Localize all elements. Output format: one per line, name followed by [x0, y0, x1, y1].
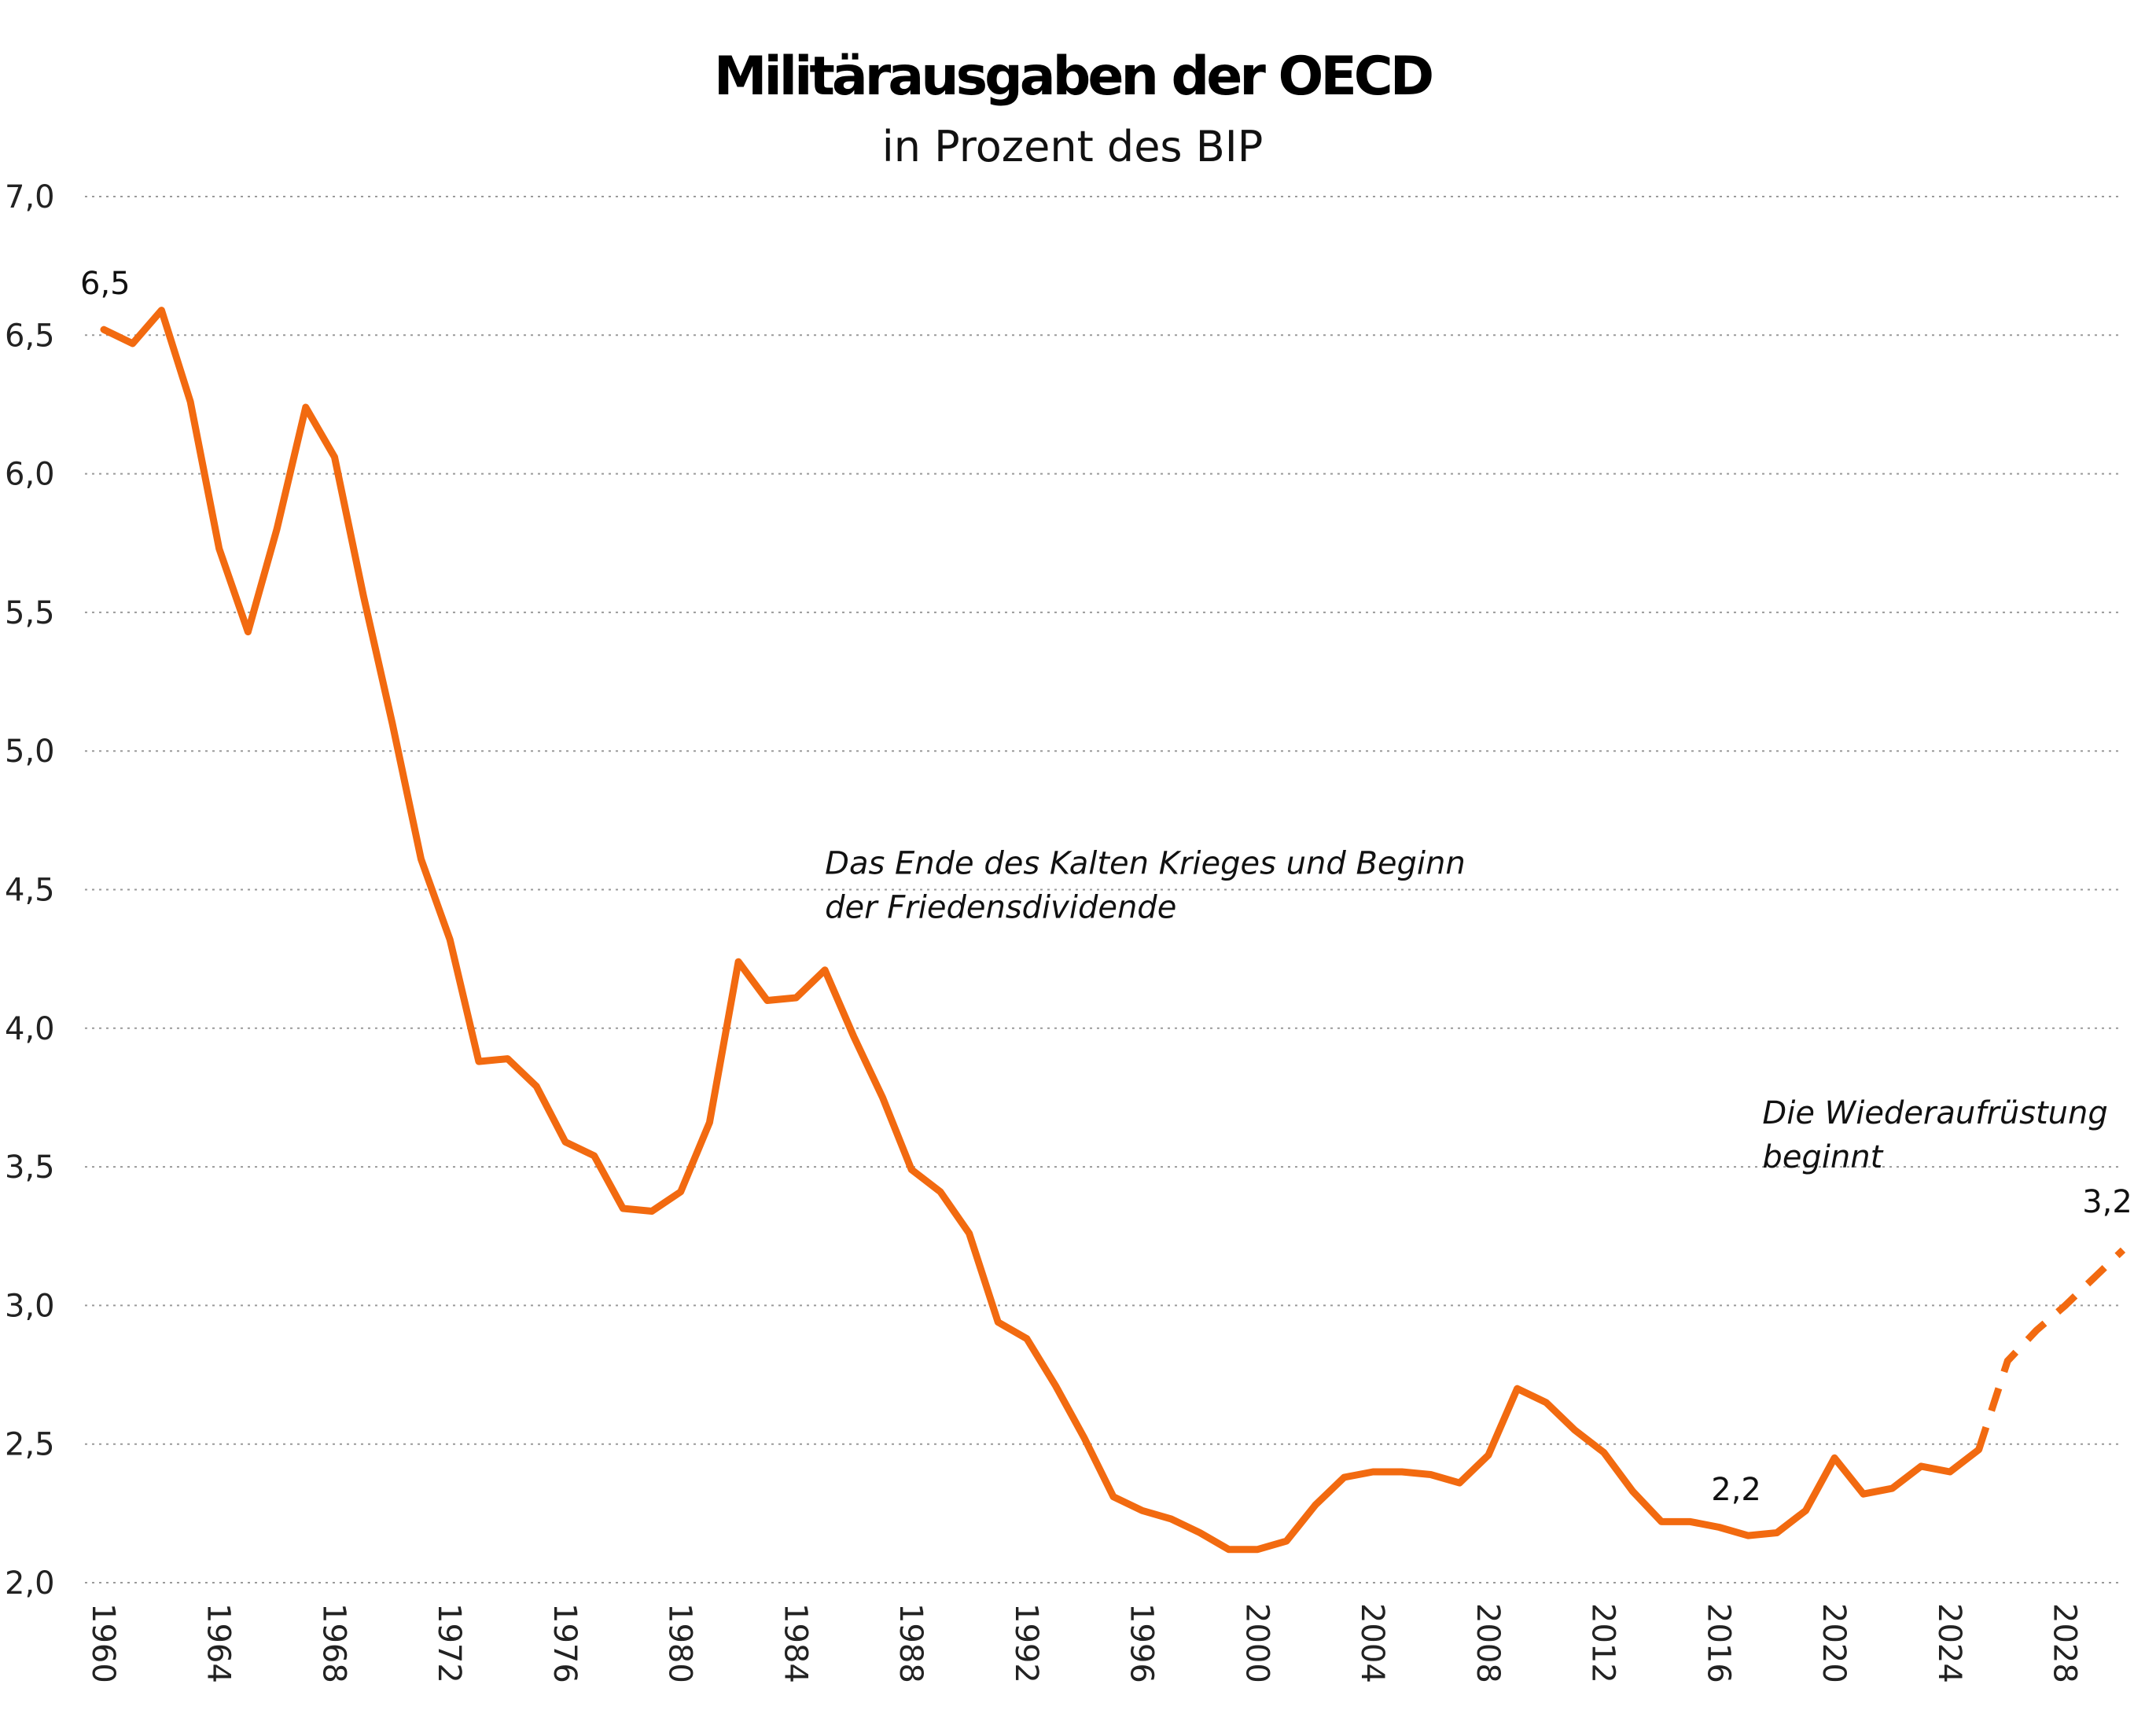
- x-tick-label: 2004: [1354, 1603, 1390, 1683]
- x-tick-label: 1988: [892, 1603, 929, 1683]
- annotation-line: beginnt: [1762, 1139, 1883, 1175]
- chart-subtitle: in Prozent des BIP: [882, 122, 1264, 171]
- y-tick-label: 3,5: [5, 1149, 55, 1186]
- data-label: 6,5: [80, 266, 131, 302]
- y-tick-label: 4,0: [5, 1011, 55, 1047]
- y-tick-label: 2,0: [5, 1565, 55, 1602]
- annotations: Das Ende des Kalten Krieges und Beginn de…: [825, 846, 2108, 1175]
- y-tick-label: 5,5: [5, 595, 55, 631]
- data-label: 3,2: [2082, 1184, 2132, 1220]
- x-axis-ticks: 1960 1964 1968 1972 1976 1980 1984 1988 1992 1996…: [85, 1603, 2083, 1683]
- x-tick-label: 1968: [315, 1603, 351, 1683]
- y-axis-ticks: 2,0 2,5 3,0 3,5 4,0 4,5 5,0 5,5 6,0 6,5 7,0: [5, 179, 55, 1602]
- x-tick-label: 2024: [1931, 1603, 1967, 1683]
- annotation-line: Das Ende des Kalten Krieges und Beginn: [825, 846, 1466, 882]
- data-label: 2,2: [1711, 1472, 1761, 1508]
- x-tick-label: 2008: [1470, 1603, 1506, 1683]
- series-line-projection: [1975, 1247, 2126, 1451]
- x-tick-label: 1980: [662, 1603, 698, 1683]
- series-line-historical: [100, 307, 1983, 1554]
- data-labels: 6,5 2,2 3,2: [80, 266, 2132, 1508]
- x-tick-label: 1992: [1008, 1603, 1044, 1683]
- x-tick-label: 2020: [1816, 1603, 1852, 1683]
- chart-title: Militärausgaben der OECD: [714, 46, 1432, 108]
- y-tick-label: 6,5: [5, 318, 55, 354]
- x-tick-label: 2012: [1585, 1603, 1621, 1683]
- gridlines: [85, 196, 2123, 1583]
- y-tick-label: 4,5: [5, 873, 55, 909]
- y-tick-label: 6,0: [5, 457, 55, 493]
- annotation-line: Die Wiederaufrüstung: [1762, 1095, 2107, 1131]
- x-tick-label: 1972: [431, 1603, 467, 1683]
- x-tick-label: 1960: [85, 1603, 121, 1683]
- x-tick-label: 2028: [2047, 1603, 2083, 1683]
- series-layer: [100, 307, 2126, 1554]
- y-tick-label: 2,5: [5, 1427, 55, 1463]
- x-tick-label: 1984: [777, 1603, 813, 1683]
- x-tick-label: 2000: [1238, 1603, 1275, 1683]
- x-tick-label: 2016: [1700, 1603, 1736, 1683]
- y-tick-label: 5,0: [5, 734, 55, 770]
- y-tick-label: 7,0: [5, 179, 55, 215]
- annotation-line: der Friedensdividende: [825, 890, 1176, 926]
- x-tick-label: 1964: [201, 1603, 237, 1683]
- x-tick-label: 1996: [1124, 1603, 1160, 1683]
- y-tick-label: 3,0: [5, 1288, 55, 1324]
- x-tick-label: 1976: [546, 1603, 583, 1683]
